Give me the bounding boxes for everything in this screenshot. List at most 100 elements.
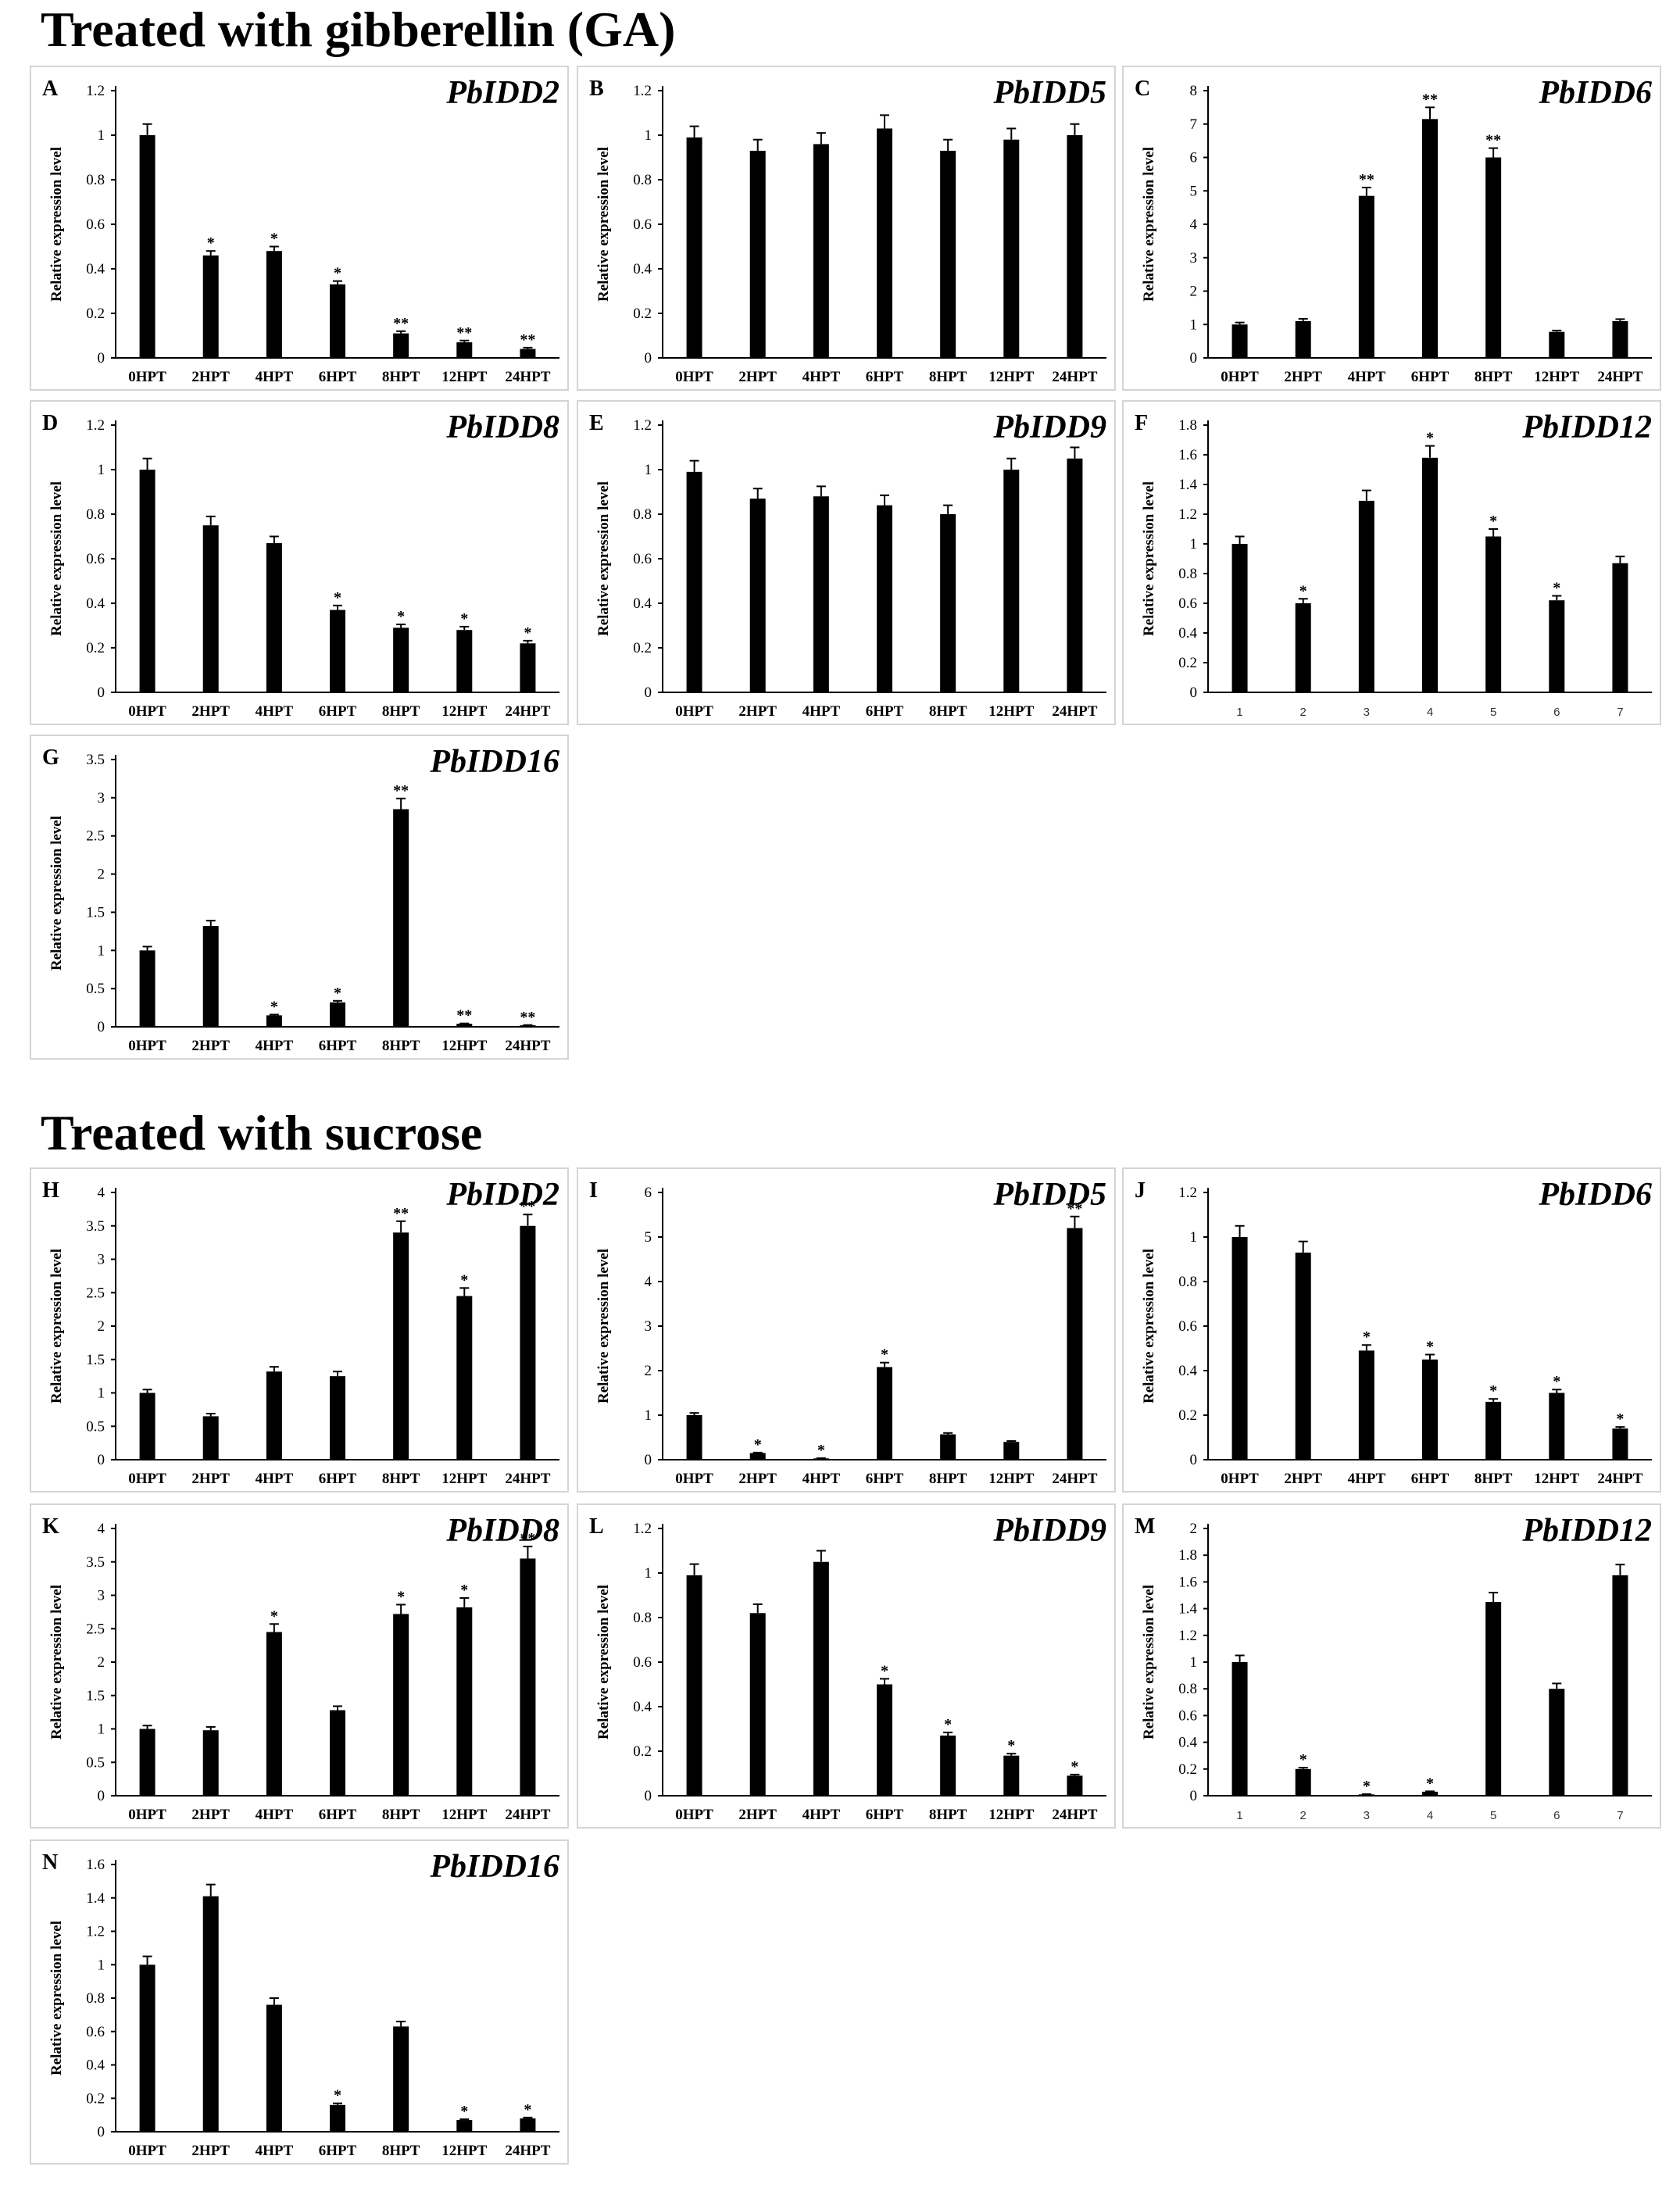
significance-mark: ** xyxy=(393,1205,409,1222)
bar xyxy=(1612,1428,1628,1460)
bar xyxy=(139,1393,155,1460)
y-axis-label: Relative expression level xyxy=(48,816,65,971)
x-tick-label: 2HPT xyxy=(738,1471,777,1487)
chart-svg: H PbIDD2 Relative expression level 0 0.5 1 1.5… xyxy=(42,1177,559,1487)
x-tick-label: 24HPT xyxy=(505,703,550,720)
significance-mark: * xyxy=(1299,582,1307,599)
significance-mark: ** xyxy=(1359,171,1374,188)
bar xyxy=(139,1965,155,2132)
y-tick-label: 2 xyxy=(645,1363,652,1379)
y-tick-label: 1.2 xyxy=(633,417,652,434)
panel-letter: B xyxy=(589,77,604,101)
significance-mark: * xyxy=(270,998,278,1015)
gene-title: PbIDD5 xyxy=(992,75,1106,111)
y-axis-label: Relative expression level xyxy=(595,1585,612,1739)
y-tick-label: 1.2 xyxy=(1178,1628,1197,1644)
chart-svg: E PbIDD9 Relative expression level 0 0.2 0.4 0… xyxy=(589,409,1106,720)
gene-title: PbIDD2 xyxy=(445,1177,559,1213)
bar xyxy=(266,251,282,358)
y-tick-label: 0.2 xyxy=(1178,655,1197,671)
y-tick-label: 1.4 xyxy=(1178,1601,1197,1618)
bar xyxy=(330,1710,345,1796)
bar xyxy=(393,1232,409,1460)
significance-mark: * xyxy=(460,1271,468,1289)
chart-panel-a: A PbIDD2 Relative expression level 0 0.2 0.4 0… xyxy=(30,66,569,391)
significance-mark: * xyxy=(944,1716,952,1733)
y-tick-label: 1.6 xyxy=(1178,1574,1197,1590)
chart-panel-i: I PbIDD5 Relative expression level 0 1 2 3 4 5 6 0… xyxy=(577,1167,1116,1493)
significance-mark: ** xyxy=(520,1530,535,1547)
panel-letter: L xyxy=(589,1514,604,1539)
y-tick-label: 0.5 xyxy=(86,1418,105,1435)
significance-mark: ** xyxy=(520,1009,535,1026)
significance-mark: * xyxy=(881,1346,888,1364)
significance-mark: * xyxy=(1553,1373,1560,1390)
significance-mark: ** xyxy=(393,315,409,332)
x-tick-label: 0HPT xyxy=(128,1038,166,1054)
x-tick-label: 3 xyxy=(1364,1809,1370,1822)
significance-mark: * xyxy=(334,265,341,282)
bar xyxy=(1549,331,1565,358)
x-tick-label: 4 xyxy=(1427,706,1433,719)
significance-mark: ** xyxy=(1485,132,1501,149)
bar xyxy=(393,627,409,692)
x-tick-label: 0HPT xyxy=(128,1807,166,1823)
y-tick-label: 0.6 xyxy=(1178,1318,1197,1335)
bar xyxy=(520,643,536,692)
x-tick-label: 0HPT xyxy=(128,703,166,720)
x-tick-label: 0HPT xyxy=(675,1807,713,1823)
y-tick-label: 0 xyxy=(1190,685,1198,701)
y-tick-label: 0.8 xyxy=(633,506,652,523)
y-tick-label: 2.5 xyxy=(86,1285,105,1301)
bar xyxy=(1612,1575,1628,1796)
x-tick-label: 2HPT xyxy=(191,2143,230,2159)
y-tick-label: 0 xyxy=(645,1788,652,1804)
y-tick-label: 0.6 xyxy=(86,216,105,233)
y-tick-label: 0.6 xyxy=(633,1654,652,1671)
bar xyxy=(940,150,956,358)
x-tick-label: 6HPT xyxy=(319,1471,357,1487)
y-axis-label: Relative expression level xyxy=(1141,1249,1157,1403)
x-tick-label: 6HPT xyxy=(319,1038,357,1054)
bar xyxy=(393,2026,409,2132)
y-axis-label: Relative expression level xyxy=(1141,147,1157,302)
significance-mark: * xyxy=(1071,1758,1078,1775)
x-tick-label: 24HPT xyxy=(505,1038,550,1054)
bar xyxy=(330,1002,345,1027)
section-title-ga: Treated with gibberellin (GA) xyxy=(41,2,676,57)
bar xyxy=(749,1453,766,1460)
bar xyxy=(202,1896,219,2132)
bar xyxy=(1422,1359,1438,1460)
x-tick-label: 8HPT xyxy=(929,1471,967,1487)
y-tick-label: 0 xyxy=(98,2124,105,2140)
y-tick-label: 0.6 xyxy=(86,551,105,567)
y-tick-label: 0.4 xyxy=(633,261,652,277)
y-tick-label: 3 xyxy=(1190,250,1198,266)
y-tick-label: 1.5 xyxy=(86,1688,105,1704)
x-tick-label: 24HPT xyxy=(1052,1471,1097,1487)
y-tick-label: 1.6 xyxy=(1178,447,1197,463)
y-tick-label: 0 xyxy=(1190,1452,1198,1468)
y-tick-label: 1 xyxy=(98,127,105,144)
significance-mark: ** xyxy=(520,1198,535,1215)
y-tick-label: 0.2 xyxy=(86,306,105,322)
significance-mark: * xyxy=(1299,1751,1307,1768)
x-tick-label: 6HPT xyxy=(1411,1471,1449,1487)
x-tick-label: 4HPT xyxy=(802,1471,841,1487)
x-tick-label: 8HPT xyxy=(382,2143,420,2159)
x-tick-label: 4HPT xyxy=(256,2143,294,2159)
significance-mark: ** xyxy=(393,782,409,799)
bar xyxy=(139,135,155,358)
chart-panel-g: G PbIDD16 Relative expression level 0 0.5 1 1.… xyxy=(30,735,569,1060)
y-tick-label: 5 xyxy=(1190,183,1198,199)
chart-panel-k: K PbIDD8 Relative expression level 0 0.5 1 1.5… xyxy=(30,1503,569,1829)
bar xyxy=(749,150,766,358)
significance-mark: * xyxy=(1363,1778,1371,1795)
y-tick-label: 2 xyxy=(98,1318,105,1335)
y-tick-label: 0 xyxy=(1190,350,1198,366)
y-tick-label: 4 xyxy=(98,1521,105,1537)
bar xyxy=(139,950,155,1027)
bar xyxy=(1003,1442,1020,1460)
x-tick-label: 6HPT xyxy=(319,703,357,720)
x-tick-label: 24HPT xyxy=(505,2143,550,2159)
